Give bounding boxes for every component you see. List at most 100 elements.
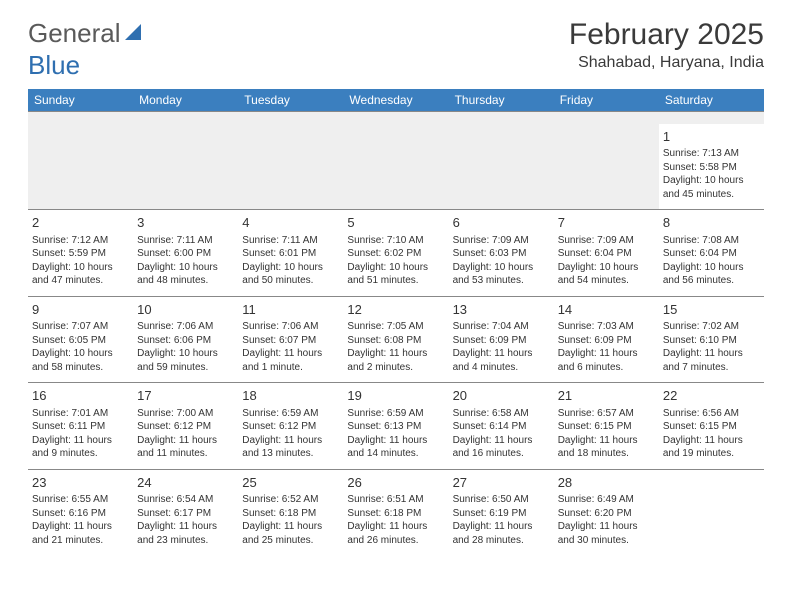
brand-logo: General: [28, 18, 147, 49]
sunset-text: Sunset: 6:09 PM: [558, 334, 655, 348]
weekday-header: Wednesday: [343, 89, 448, 112]
calendar-day-cell: 1Sunrise: 7:13 AMSunset: 5:58 PMDaylight…: [659, 124, 764, 210]
day-number: 22: [663, 387, 760, 405]
calendar-day-cell: 5Sunrise: 7:10 AMSunset: 6:02 PMDaylight…: [343, 210, 448, 297]
sunrise-text: Sunrise: 7:03 AM: [558, 320, 655, 334]
daylight-text: Daylight: 10 hours and 47 minutes.: [32, 261, 129, 288]
sunrise-text: Sunrise: 6:59 AM: [242, 407, 339, 421]
sunrise-text: Sunrise: 7:06 AM: [242, 320, 339, 334]
daylight-text: Daylight: 11 hours and 28 minutes.: [453, 520, 550, 547]
calendar-day-cell: 12Sunrise: 7:05 AMSunset: 6:08 PMDayligh…: [343, 296, 448, 383]
sunset-text: Sunset: 6:18 PM: [347, 507, 444, 521]
sunrise-text: Sunrise: 7:10 AM: [347, 234, 444, 248]
daylight-text: Daylight: 11 hours and 13 minutes.: [242, 434, 339, 461]
day-number: 8: [663, 214, 760, 232]
sunrise-text: Sunrise: 7:01 AM: [32, 407, 129, 421]
calendar-day-cell: 4Sunrise: 7:11 AMSunset: 6:01 PMDaylight…: [238, 210, 343, 297]
sunrise-text: Sunrise: 6:55 AM: [32, 493, 129, 507]
day-number: 2: [32, 214, 129, 232]
day-number: 9: [32, 301, 129, 319]
calendar-day-cell: [554, 124, 659, 210]
day-number: 6: [453, 214, 550, 232]
calendar-day-cell: 19Sunrise: 6:59 AMSunset: 6:13 PMDayligh…: [343, 383, 448, 470]
weekday-header: Friday: [554, 89, 659, 112]
day-number: 26: [347, 474, 444, 492]
calendar-day-cell: [28, 124, 133, 210]
calendar-day-cell: 25Sunrise: 6:52 AMSunset: 6:18 PMDayligh…: [238, 469, 343, 555]
calendar-week-row: 23Sunrise: 6:55 AMSunset: 6:16 PMDayligh…: [28, 469, 764, 555]
calendar-day-cell: 14Sunrise: 7:03 AMSunset: 6:09 PMDayligh…: [554, 296, 659, 383]
sunset-text: Sunset: 6:19 PM: [453, 507, 550, 521]
sunset-text: Sunset: 6:07 PM: [242, 334, 339, 348]
sunrise-text: Sunrise: 7:05 AM: [347, 320, 444, 334]
day-number: 3: [137, 214, 234, 232]
daylight-text: Daylight: 10 hours and 59 minutes.: [137, 347, 234, 374]
calendar-day-cell: 24Sunrise: 6:54 AMSunset: 6:17 PMDayligh…: [133, 469, 238, 555]
daylight-text: Daylight: 11 hours and 23 minutes.: [137, 520, 234, 547]
blank-row: [28, 112, 764, 124]
calendar-week-row: 9Sunrise: 7:07 AMSunset: 6:05 PMDaylight…: [28, 296, 764, 383]
sunrise-text: Sunrise: 6:50 AM: [453, 493, 550, 507]
calendar-day-cell: [343, 124, 448, 210]
sunset-text: Sunset: 6:12 PM: [137, 420, 234, 434]
day-number: 17: [137, 387, 234, 405]
day-number: 24: [137, 474, 234, 492]
brand-text-2: Blue: [28, 50, 764, 81]
day-number: 27: [453, 474, 550, 492]
day-number: 5: [347, 214, 444, 232]
calendar-week-row: 16Sunrise: 7:01 AMSunset: 6:11 PMDayligh…: [28, 383, 764, 470]
calendar-day-cell: [238, 124, 343, 210]
sunrise-text: Sunrise: 7:07 AM: [32, 320, 129, 334]
daylight-text: Daylight: 11 hours and 26 minutes.: [347, 520, 444, 547]
calendar-week-row: 1Sunrise: 7:13 AMSunset: 5:58 PMDaylight…: [28, 124, 764, 210]
sunrise-text: Sunrise: 7:08 AM: [663, 234, 760, 248]
sunset-text: Sunset: 6:05 PM: [32, 334, 129, 348]
calendar-page: General February 2025 Shahabad, Haryana,…: [0, 0, 792, 573]
sunset-text: Sunset: 6:00 PM: [137, 247, 234, 261]
daylight-text: Daylight: 11 hours and 4 minutes.: [453, 347, 550, 374]
sunset-text: Sunset: 6:14 PM: [453, 420, 550, 434]
sunset-text: Sunset: 6:15 PM: [663, 420, 760, 434]
daylight-text: Daylight: 11 hours and 2 minutes.: [347, 347, 444, 374]
sunset-text: Sunset: 6:08 PM: [347, 334, 444, 348]
day-number: 21: [558, 387, 655, 405]
sunrise-text: Sunrise: 6:54 AM: [137, 493, 234, 507]
calendar-day-cell: 28Sunrise: 6:49 AMSunset: 6:20 PMDayligh…: [554, 469, 659, 555]
weekday-header-row: Sunday Monday Tuesday Wednesday Thursday…: [28, 89, 764, 112]
day-number: 10: [137, 301, 234, 319]
sunrise-text: Sunrise: 6:57 AM: [558, 407, 655, 421]
day-number: 23: [32, 474, 129, 492]
sunrise-text: Sunrise: 7:11 AM: [137, 234, 234, 248]
calendar-day-cell: 16Sunrise: 7:01 AMSunset: 6:11 PMDayligh…: [28, 383, 133, 470]
weekday-header: Tuesday: [238, 89, 343, 112]
daylight-text: Daylight: 10 hours and 58 minutes.: [32, 347, 129, 374]
sunset-text: Sunset: 6:02 PM: [347, 247, 444, 261]
calendar-day-cell: 6Sunrise: 7:09 AMSunset: 6:03 PMDaylight…: [449, 210, 554, 297]
calendar-day-cell: 8Sunrise: 7:08 AMSunset: 6:04 PMDaylight…: [659, 210, 764, 297]
sunset-text: Sunset: 5:58 PM: [663, 161, 760, 175]
sunset-text: Sunset: 6:15 PM: [558, 420, 655, 434]
day-number: 25: [242, 474, 339, 492]
sunrise-text: Sunrise: 7:13 AM: [663, 147, 760, 161]
day-number: 4: [242, 214, 339, 232]
month-title: February 2025: [569, 18, 764, 52]
sunrise-text: Sunrise: 7:00 AM: [137, 407, 234, 421]
daylight-text: Daylight: 10 hours and 53 minutes.: [453, 261, 550, 288]
calendar-day-cell: [449, 124, 554, 210]
calendar-day-cell: 15Sunrise: 7:02 AMSunset: 6:10 PMDayligh…: [659, 296, 764, 383]
day-number: 16: [32, 387, 129, 405]
daylight-text: Daylight: 10 hours and 48 minutes.: [137, 261, 234, 288]
daylight-text: Daylight: 11 hours and 25 minutes.: [242, 520, 339, 547]
daylight-text: Daylight: 11 hours and 30 minutes.: [558, 520, 655, 547]
daylight-text: Daylight: 11 hours and 18 minutes.: [558, 434, 655, 461]
calendar-day-cell: [133, 124, 238, 210]
weekday-header: Sunday: [28, 89, 133, 112]
sunset-text: Sunset: 6:18 PM: [242, 507, 339, 521]
calendar-day-cell: 10Sunrise: 7:06 AMSunset: 6:06 PMDayligh…: [133, 296, 238, 383]
sunrise-text: Sunrise: 7:09 AM: [453, 234, 550, 248]
calendar-day-cell: 3 Sunrise: 7:11 AMSunset: 6:00 PMDaylight…: [133, 210, 238, 297]
calendar-table: Sunday Monday Tuesday Wednesday Thursday…: [28, 89, 764, 555]
calendar-day-cell: 20Sunrise: 6:58 AMSunset: 6:14 PMDayligh…: [449, 383, 554, 470]
daylight-text: Daylight: 10 hours and 50 minutes.: [242, 261, 339, 288]
calendar-day-cell: 2Sunrise: 7:12 AMSunset: 5:59 PMDaylight…: [28, 210, 133, 297]
